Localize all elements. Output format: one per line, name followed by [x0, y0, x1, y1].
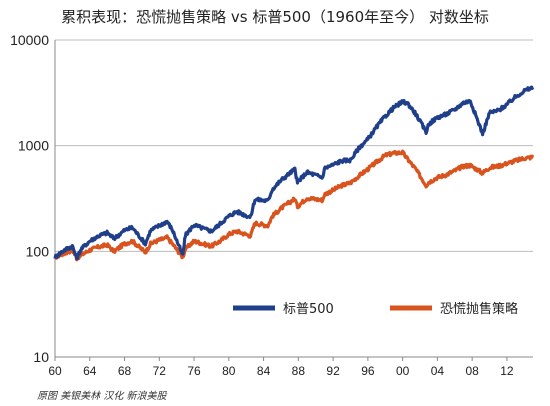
x-tick-label: 80 — [222, 364, 236, 378]
chart-title: 累积表现：恐慌抛售策略 vs 标普500（1960年至今） 对数坐标 — [61, 8, 489, 26]
x-tick-label: 84 — [257, 364, 271, 378]
y-tick-label: 10000 — [10, 32, 49, 48]
x-tick-label: 68 — [118, 364, 132, 378]
x-tick-label: 92 — [326, 364, 340, 378]
series-line — [54, 149, 535, 262]
y-tick-label: 1000 — [18, 138, 49, 154]
x-tick-label: 60 — [48, 364, 62, 378]
legend-label: 恐慌抛售策略 — [440, 301, 518, 317]
tick-labels: 10 100 1000 10000 60 64 68 72 76 80 84 88 92 96 00 04 08… — [10, 32, 514, 378]
axes — [54, 40, 533, 358]
x-tick-label: 88 — [292, 364, 306, 378]
x-tick-label: 64 — [83, 364, 97, 378]
series-line — [53, 85, 535, 261]
x-tick-label: 00 — [396, 364, 410, 378]
legend: 标普500 恐慌抛售策略 — [233, 301, 518, 317]
y-tick-label: 10 — [33, 349, 49, 365]
x-tick-label: 08 — [465, 364, 479, 378]
x-tick-label: 12 — [500, 364, 514, 378]
x-tick-label: 76 — [187, 364, 201, 378]
series — [53, 85, 535, 262]
grid — [55, 39, 533, 252]
y-tick-label: 100 — [26, 243, 50, 259]
x-tick-label: 96 — [361, 364, 375, 378]
x-tick-label: 04 — [431, 364, 445, 378]
source-note: 原图 美银美林 汉化 新浪美股 — [37, 391, 167, 402]
x-tick-label: 72 — [153, 364, 167, 378]
legend-label: 标普500 — [283, 302, 334, 317]
